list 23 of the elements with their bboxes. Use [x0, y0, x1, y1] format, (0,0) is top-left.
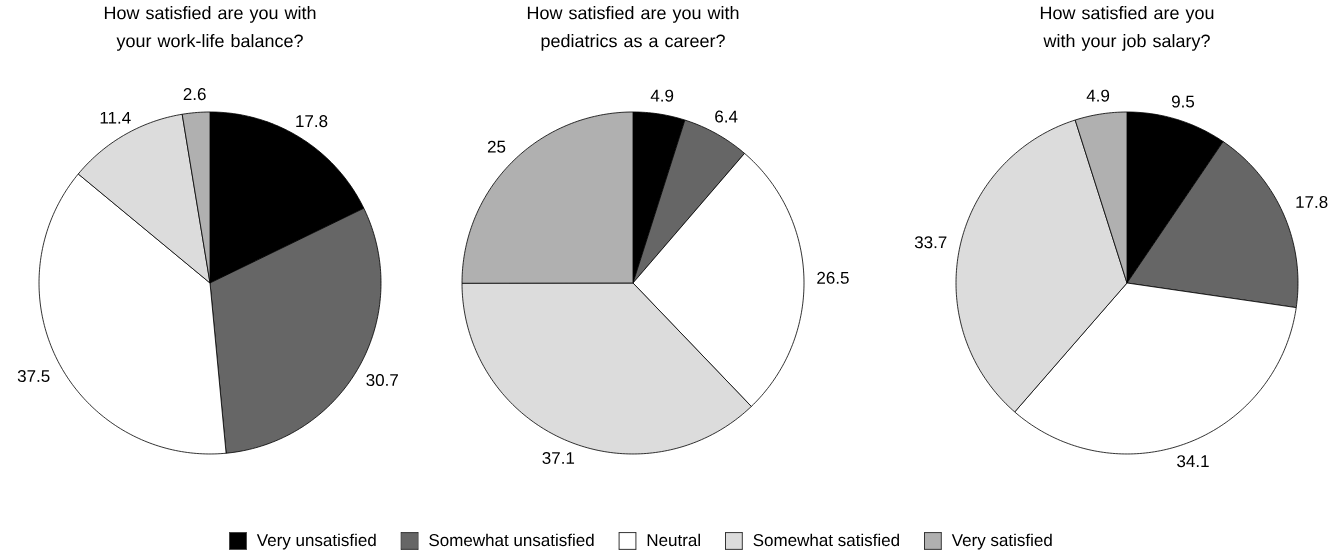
data-label: 9.5	[1171, 95, 1195, 108]
legend-label: Somewhat satisfied	[753, 533, 899, 547]
data-label: 6.4	[715, 110, 738, 123]
data-label: 4.9	[1086, 89, 1110, 102]
data-label: 17.8	[296, 115, 328, 128]
legend-label: Somewhat unsatisfied	[429, 533, 594, 547]
chart-title: How satisfied are you with pediatrics as a career?	[527, 6, 739, 51]
legend-label: Very satisfied	[951, 533, 1052, 550]
chart-title: How satisfied are you with your work-life balance?	[104, 6, 316, 51]
data-label: 2.6	[183, 88, 206, 101]
data-label: 33.7	[914, 236, 947, 249]
chart-title: How satisfied are you with your job salary?	[1040, 6, 1214, 51]
data-label: 4.9	[650, 89, 674, 102]
data-label: 11.4	[100, 111, 131, 124]
data-label: 30.7	[366, 374, 398, 387]
data-label: 25	[487, 140, 506, 153]
legend-label: Very unsatisfied	[256, 533, 376, 550]
data-label: 17.8	[1296, 195, 1328, 209]
data-label: 37.1	[542, 451, 575, 464]
data-label: 37.5	[17, 370, 50, 383]
data-label: 34.1	[1177, 455, 1209, 468]
data-label: 26.5	[817, 271, 849, 284]
legend-label: Neutral	[647, 533, 700, 547]
